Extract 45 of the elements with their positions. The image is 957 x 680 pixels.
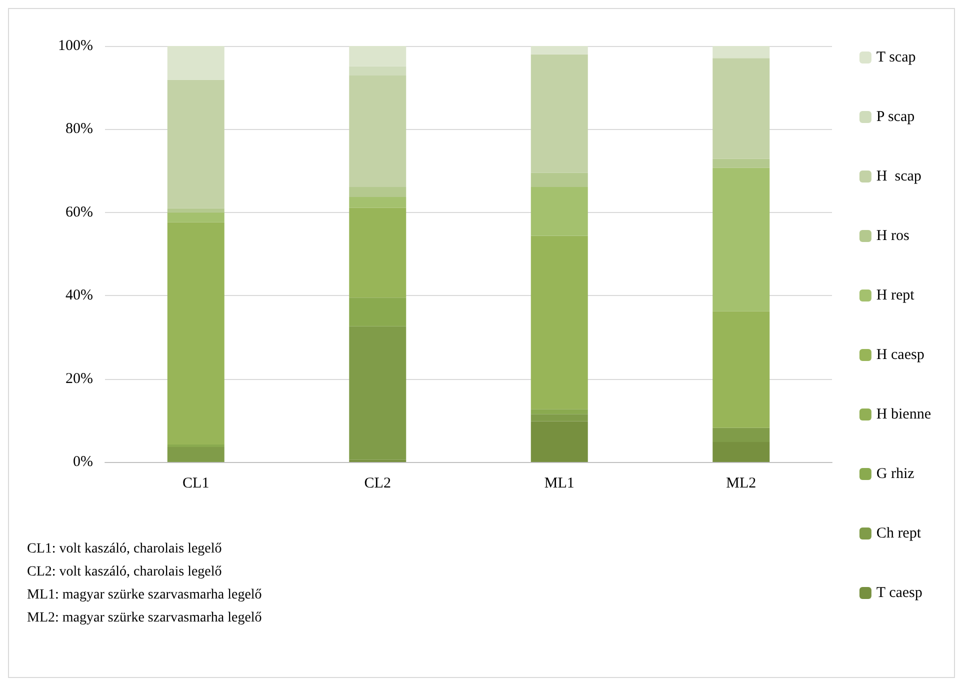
bar <box>349 197 406 208</box>
text: ML2: magyar szürke szarvasmarha legelő <box>27 610 262 626</box>
x-tick-label: CL2 <box>364 476 391 492</box>
bar <box>349 298 406 326</box>
bar <box>530 54 588 173</box>
bar <box>349 208 406 298</box>
y-tick-label: 40% <box>66 288 93 304</box>
bar <box>349 76 406 188</box>
text: ML1: magyar szürke szarvasmarha legelő <box>27 588 262 602</box>
bar <box>167 208 224 212</box>
text: CL1: volt kaszáló, charolais legelő <box>27 542 222 556</box>
legend-label: P scap <box>876 109 915 125</box>
legend-label: T scap <box>876 50 916 66</box>
bar <box>530 187 588 236</box>
y-tick-label: 20% <box>66 370 93 387</box>
legend-label: H bienne <box>876 406 932 422</box>
legend-label: H ros <box>876 228 910 244</box>
bar <box>349 326 406 460</box>
bar <box>530 236 588 410</box>
bar <box>712 311 770 428</box>
bar <box>349 66 406 76</box>
bar <box>712 158 770 168</box>
x-tick-label: ML1 <box>544 476 574 492</box>
legend-label: G rhiz <box>876 466 915 482</box>
bar <box>349 187 406 198</box>
bar <box>167 80 224 208</box>
bar <box>530 409 588 414</box>
bar <box>530 172 588 188</box>
y-tick-label: 0% <box>73 454 93 470</box>
bar <box>712 58 770 159</box>
x-tick-label: ML2 <box>726 476 756 492</box>
y-tick-label: 60% <box>66 204 93 220</box>
legend-label: Ch rept <box>876 526 922 542</box>
bar <box>167 212 224 222</box>
bar <box>712 168 770 312</box>
legend-label: T caesp <box>876 585 922 601</box>
legend-label: H scap <box>876 168 922 184</box>
bar <box>167 222 224 445</box>
legend-label: H rept <box>876 288 916 304</box>
x-tick-label: CL1 <box>182 476 210 492</box>
y-tick-label: 100% <box>58 38 93 54</box>
legend-label: H caesp <box>876 347 924 363</box>
bar <box>167 447 224 462</box>
text: CL2: volt kaszáló, charolais legelő <box>27 564 222 580</box>
y-tick-label: 80% <box>66 121 93 138</box>
